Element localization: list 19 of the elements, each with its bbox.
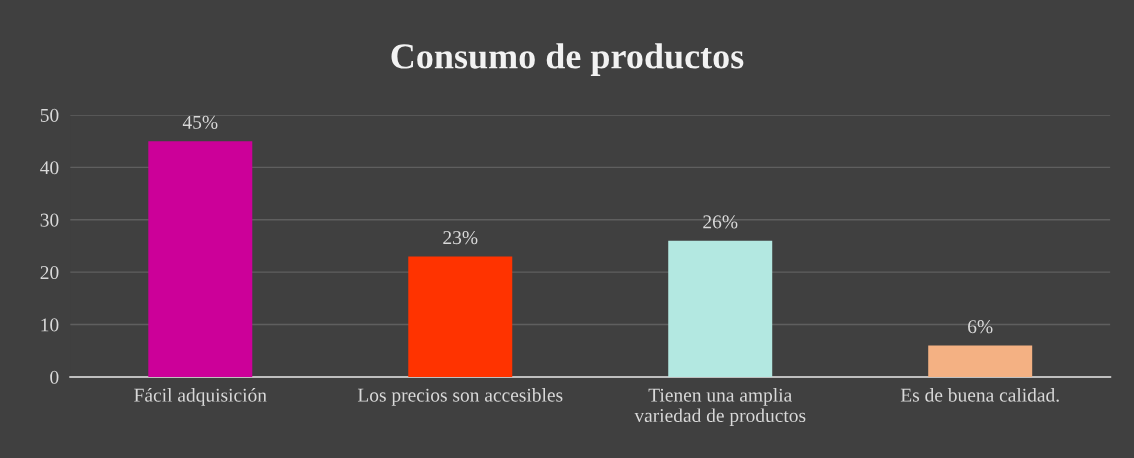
- bar: [408, 256, 513, 377]
- data-label: 26%: [703, 215, 738, 229]
- data-label: 6%: [968, 320, 993, 334]
- data-label: 45%: [182, 115, 218, 129]
- bar: [928, 345, 1033, 377]
- x-tick-label: Los precios son accesibles: [357, 388, 563, 406]
- y-tick-label: 10: [41, 318, 59, 332]
- y-tick-label: 50: [40, 108, 59, 122]
- data-label: 23%: [443, 231, 478, 245]
- x-tick-label: Tienen una amplia variedad de productos: [634, 388, 806, 427]
- y-tick-label: 40: [40, 161, 59, 175]
- chart-title: Consumo de productos: [391, 43, 744, 76]
- x-tick-label: Fácil adquisición: [134, 388, 267, 406]
- bar: [148, 141, 253, 377]
- x-tick-label: Es de buena calidad.: [900, 388, 1059, 402]
- bar: [668, 240, 773, 377]
- y-tick-label: 20: [40, 265, 59, 280]
- y-tick-label: 30: [40, 213, 59, 227]
- y-tick-label: 0: [50, 370, 59, 384]
